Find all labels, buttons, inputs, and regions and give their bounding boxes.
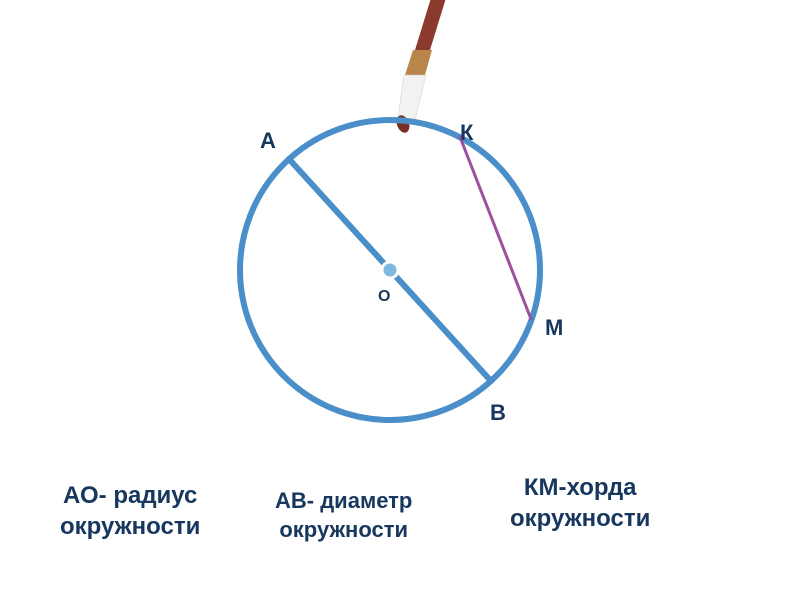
caption-radius-line2: окружности xyxy=(60,511,200,542)
caption-diameter-line2: окружности xyxy=(275,516,412,545)
caption-diameter-line1: АВ- диаметр xyxy=(275,487,412,516)
caption-radius-line1: АО- радиус xyxy=(60,480,200,511)
caption-chord-line2: окружности xyxy=(510,503,650,534)
point-label-a: А xyxy=(260,128,276,154)
caption-chord: КМ-хорда окружности xyxy=(510,472,650,534)
point-label-b: В xyxy=(490,400,506,426)
caption-radius: АО- радиус окружности xyxy=(60,480,200,542)
point-label-k: К xyxy=(460,120,473,146)
caption-diameter: АВ- диаметр окружности xyxy=(275,487,412,544)
caption-chord-line1: КМ-хорда xyxy=(510,472,650,503)
paintbrush-icon xyxy=(394,0,470,135)
point-label-m: М xyxy=(545,315,563,341)
point-label-o: О xyxy=(378,288,390,306)
center-point xyxy=(382,262,398,278)
